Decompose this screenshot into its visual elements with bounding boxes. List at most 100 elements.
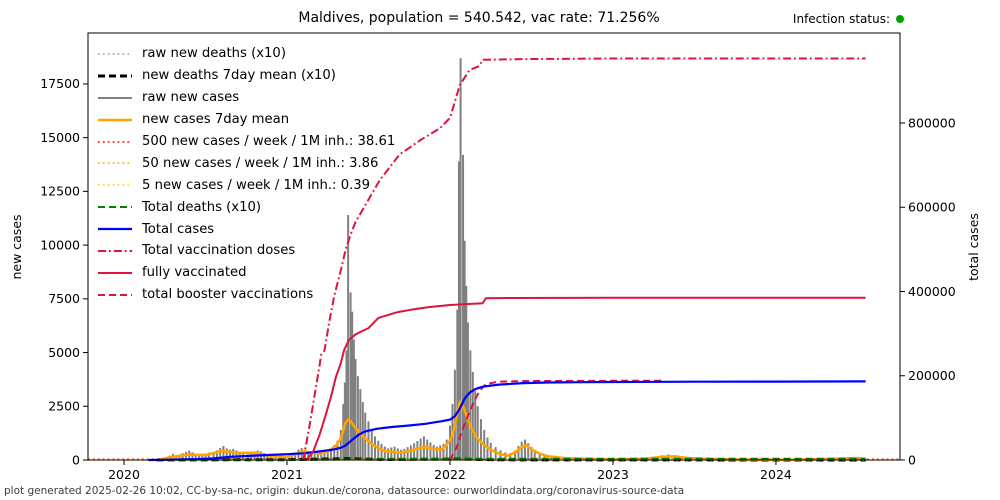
legend-swatch [98, 206, 132, 209]
bar-raw-new-cases [297, 449, 300, 460]
y-tick-label-right: 0 [908, 452, 916, 467]
bar-raw-new-cases [459, 58, 462, 460]
bar-raw-new-cases [269, 455, 272, 460]
bar-raw-new-cases [232, 448, 235, 460]
y-tick-label-left: 0 [72, 452, 80, 467]
bar-raw-new-cases [333, 444, 336, 460]
bar-raw-new-cases [377, 440, 380, 460]
series-line [302, 57, 866, 461]
y-tick-label-right: 400000 [908, 284, 956, 299]
bar-raw-new-cases [313, 453, 316, 460]
bar-raw-new-cases [354, 358, 357, 460]
legend-label: 500 new cases / week / 1M inh.: 38.61 [142, 134, 396, 149]
y-tick-label-left: 7500 [48, 291, 80, 306]
bar-raw-new-cases [336, 440, 339, 460]
bar-raw-new-cases [330, 447, 333, 460]
series-line [148, 380, 866, 462]
bar-raw-new-cases [463, 240, 466, 460]
bar-raw-new-cases [448, 425, 451, 460]
y-tick-label-right: 800000 [908, 115, 956, 130]
bar-raw-new-cases [347, 215, 350, 460]
bar-raw-new-cases [533, 450, 536, 460]
series-line [156, 457, 866, 461]
y-tick-label-left: 2500 [48, 399, 80, 414]
bar-raw-new-cases [207, 452, 210, 460]
bar-raw-new-cases [345, 350, 348, 460]
bar-raw-new-cases [219, 447, 222, 460]
bar-raw-new-cases [456, 309, 459, 460]
bar-raw-new-cases [457, 161, 460, 461]
bar-raw-new-cases [426, 439, 429, 460]
legend-item: new deaths 7day mean (x10) [97, 65, 395, 87]
bar-raw-new-cases [323, 450, 326, 460]
bar-raw-new-cases [432, 444, 435, 460]
legend-swatch [98, 184, 132, 187]
bar-raw-new-cases [396, 448, 399, 460]
bar-raw-new-cases [191, 452, 194, 460]
bar-raw-new-cases [538, 452, 541, 460]
y-axis-label-left: new cases [9, 214, 24, 279]
bar-raw-new-cases [550, 456, 553, 460]
bar-raw-new-cases [380, 443, 383, 460]
bar-raw-new-cases [476, 406, 479, 460]
bar-raw-new-cases [465, 285, 468, 460]
bar-raw-new-cases [310, 452, 313, 460]
legend-swatch [98, 140, 132, 143]
legend: raw new deaths (x10) new deaths 7day mean… [97, 43, 395, 306]
bar-raw-new-cases [316, 452, 319, 460]
bar-raw-new-cases [409, 445, 412, 460]
legend-item: 500 new cases / week / 1M inh.: 38.61 [97, 131, 395, 153]
series-line [159, 398, 866, 462]
bar-raw-new-cases [274, 456, 277, 460]
bar-raw-new-cases [514, 450, 517, 460]
bar-raw-new-cases [326, 449, 329, 460]
infection-status-label: Infection status: [792, 12, 890, 26]
bar-raw-new-cases [235, 450, 238, 460]
legend-label: total booster vaccinations [142, 287, 314, 303]
bar-raw-new-cases [266, 454, 269, 460]
series-line [305, 296, 866, 461]
bar-raw-new-cases [439, 445, 442, 460]
y-tick-label-right: 600000 [908, 200, 956, 215]
bar-raw-new-cases [462, 154, 465, 460]
bar-raw-new-cases [364, 412, 367, 460]
legend-label: Total cases [142, 221, 215, 237]
bar-raw-new-cases [435, 446, 438, 460]
bar-raw-new-cases [469, 350, 472, 460]
legend-label: Total vaccination doses [142, 243, 296, 259]
x-tick-label: 2022 [434, 467, 466, 482]
bar-raw-new-cases [320, 451, 323, 460]
legend-item: fully vaccinated [97, 262, 395, 284]
bar-raw-new-cases [390, 447, 393, 460]
legend-label: new deaths 7day mean (x10) [142, 68, 336, 84]
bar-raw-new-cases [403, 448, 406, 460]
legend-item: 50 new cases / week / 1M inh.: 3.86 [97, 152, 395, 174]
x-tick-label: 2020 [108, 467, 140, 482]
legend-swatch [98, 227, 132, 231]
bar-raw-new-cases [445, 439, 448, 460]
bar-raw-new-cases [393, 446, 396, 460]
bar-raw-new-cases [194, 453, 197, 460]
y-tick-label-right: 200000 [908, 368, 956, 383]
bar-raw-new-cases [307, 451, 310, 460]
legend-swatch [98, 96, 132, 99]
bar-raw-new-cases [520, 441, 523, 460]
legend-item: 5 new cases / week / 1M inh.: 0.39 [97, 174, 395, 196]
green-dot-icon [896, 15, 904, 23]
bar-raw-new-cases [479, 419, 482, 460]
bar-raw-new-cases [530, 447, 533, 460]
bar-raw-new-cases [442, 443, 445, 460]
bar-raw-new-cases [339, 429, 342, 460]
bar-raw-new-cases [543, 454, 546, 460]
bar-raw-new-cases [374, 436, 377, 460]
bar-raw-new-cases [474, 391, 477, 460]
legend-swatch [98, 53, 132, 55]
legend-swatch [98, 162, 132, 165]
legend-swatch [98, 271, 132, 274]
legend-label: 5 new cases / week / 1M inh.: 0.39 [142, 177, 371, 193]
bar-raw-new-cases [523, 439, 526, 460]
bar-raw-new-cases [356, 376, 359, 460]
y-tick-label-left: 15000 [40, 130, 80, 145]
